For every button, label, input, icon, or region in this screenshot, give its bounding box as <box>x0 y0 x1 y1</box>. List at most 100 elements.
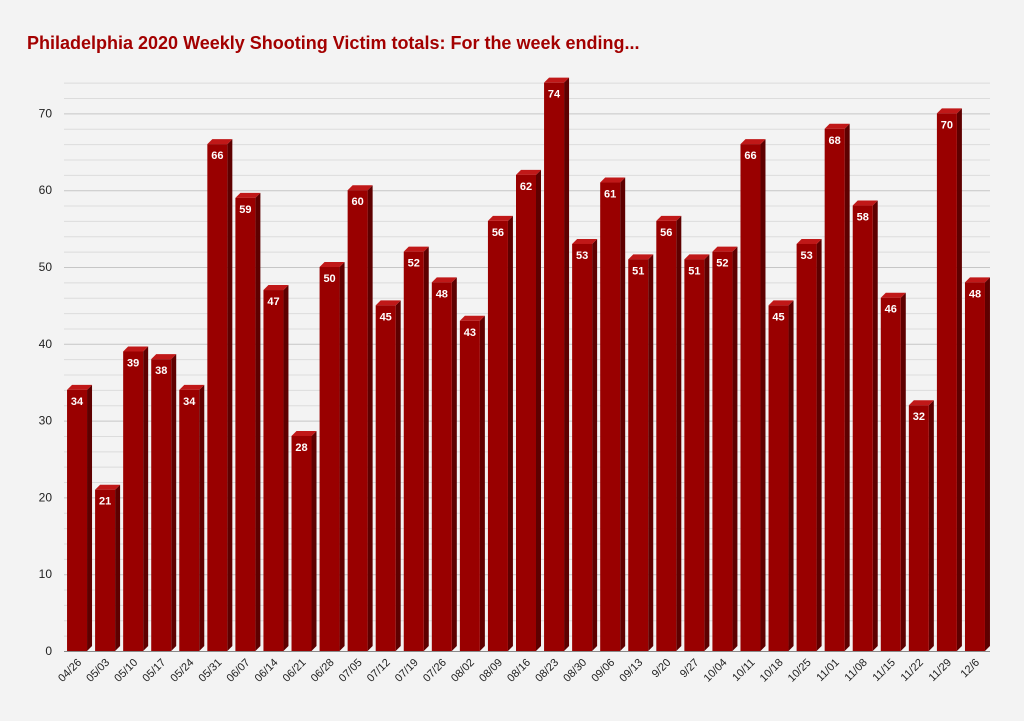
data-label: 62 <box>520 181 532 193</box>
x-tick-label: 06/14 <box>253 657 281 685</box>
bar-side <box>339 262 345 651</box>
bar <box>852 205 873 651</box>
data-label: 38 <box>155 365 167 377</box>
x-tick-label: 05/03 <box>84 657 112 685</box>
bar-side <box>900 292 906 651</box>
bar-08/23 <box>544 77 570 652</box>
x-tick-label: 06/21 <box>281 657 309 685</box>
bar-side <box>536 169 541 651</box>
bar-top <box>95 484 121 490</box>
bar-top <box>796 238 822 244</box>
bar-top <box>403 246 429 252</box>
bar-10/04 <box>712 246 738 651</box>
bar-top <box>908 400 934 406</box>
bar <box>263 290 284 651</box>
bar-side <box>507 215 513 652</box>
bar <box>656 220 677 652</box>
bar-top <box>740 139 766 145</box>
bar-side <box>760 139 766 651</box>
bar-side <box>255 192 261 651</box>
data-label: 48 <box>969 288 981 300</box>
chart-title: Philadelphia 2020 Weekly Shooting Victim… <box>27 33 640 53</box>
data-label: 51 <box>688 265 700 277</box>
bar <box>572 243 593 651</box>
bar-side <box>451 277 457 651</box>
y-tick-label: 50 <box>39 260 53 274</box>
x-tick-label: 07/26 <box>421 657 449 685</box>
bar-side <box>367 185 373 651</box>
data-label: 53 <box>576 250 588 262</box>
bar-11/29 <box>936 108 962 651</box>
bar <box>123 351 144 651</box>
x-tick-label: 08/09 <box>477 657 505 685</box>
bar-06/14 <box>263 285 289 651</box>
data-label: 48 <box>436 288 448 300</box>
bar-top <box>263 285 289 291</box>
bar-top <box>628 254 654 260</box>
bar-07/19 <box>403 246 429 651</box>
x-tick-label: 06/07 <box>225 657 253 685</box>
x-tick-label: 10/25 <box>786 657 814 685</box>
data-label: 70 <box>941 119 953 131</box>
x-tick-label: 07/19 <box>393 657 421 685</box>
bar <box>95 489 116 651</box>
bar-side <box>984 277 990 651</box>
x-tick-label: 08/02 <box>449 657 477 685</box>
bar-side <box>676 215 682 652</box>
bar <box>67 389 88 651</box>
y-tick-label: 10 <box>39 567 53 581</box>
bar <box>403 251 424 651</box>
bar-side <box>732 246 738 651</box>
data-label: 60 <box>352 196 364 208</box>
y-tick-label: 60 <box>39 183 53 197</box>
bar <box>964 282 985 651</box>
bar-12/6 <box>964 277 990 651</box>
x-tick-label: 09/13 <box>617 657 645 685</box>
bar-top <box>684 254 710 260</box>
bar-07/05 <box>347 185 373 651</box>
x-tick-label: 12/6 <box>958 657 982 681</box>
bar-top <box>964 277 990 283</box>
bar <box>796 243 817 651</box>
bar <box>375 305 396 651</box>
bar-top <box>151 354 177 360</box>
x-tick-label: 9/27 <box>678 657 702 681</box>
bar-10/11 <box>740 139 766 651</box>
y-axis: 0 10 20 30 40 50 60 70 <box>39 106 53 658</box>
bar-top <box>375 300 401 306</box>
bar-top <box>656 215 682 221</box>
bar-top <box>487 215 513 221</box>
bar-side <box>199 384 205 651</box>
bar-side <box>844 123 850 651</box>
data-label: 45 <box>772 311 784 323</box>
bar-08/02 <box>459 315 485 651</box>
bar-side <box>816 238 822 651</box>
data-label: 52 <box>716 258 728 270</box>
bar-side <box>872 200 878 651</box>
data-label: 34 <box>71 396 84 408</box>
x-tick-label: 05/17 <box>140 657 168 685</box>
y-tick-label: 40 <box>39 337 53 351</box>
bar-04/26 <box>67 384 93 651</box>
bar <box>936 113 957 651</box>
y-tick-label: 20 <box>39 490 53 504</box>
x-tick-label: 09/06 <box>589 657 617 685</box>
bar-top <box>431 277 457 283</box>
bar-side <box>788 300 794 651</box>
bar <box>544 82 565 652</box>
bar-top <box>824 123 850 129</box>
bar-05/31 <box>207 139 233 651</box>
x-tick-label: 08/23 <box>533 657 561 685</box>
bar-top <box>67 384 93 390</box>
bar-10/25 <box>796 238 822 651</box>
bar-side <box>564 77 570 652</box>
bar-07/12 <box>375 300 401 651</box>
bar <box>291 435 312 651</box>
bar-06/07 <box>235 192 261 651</box>
x-tick-label: 07/05 <box>337 657 365 685</box>
bar-9/27 <box>684 254 710 651</box>
bar-side <box>283 285 289 651</box>
y-tick-label: 0 <box>45 644 52 658</box>
